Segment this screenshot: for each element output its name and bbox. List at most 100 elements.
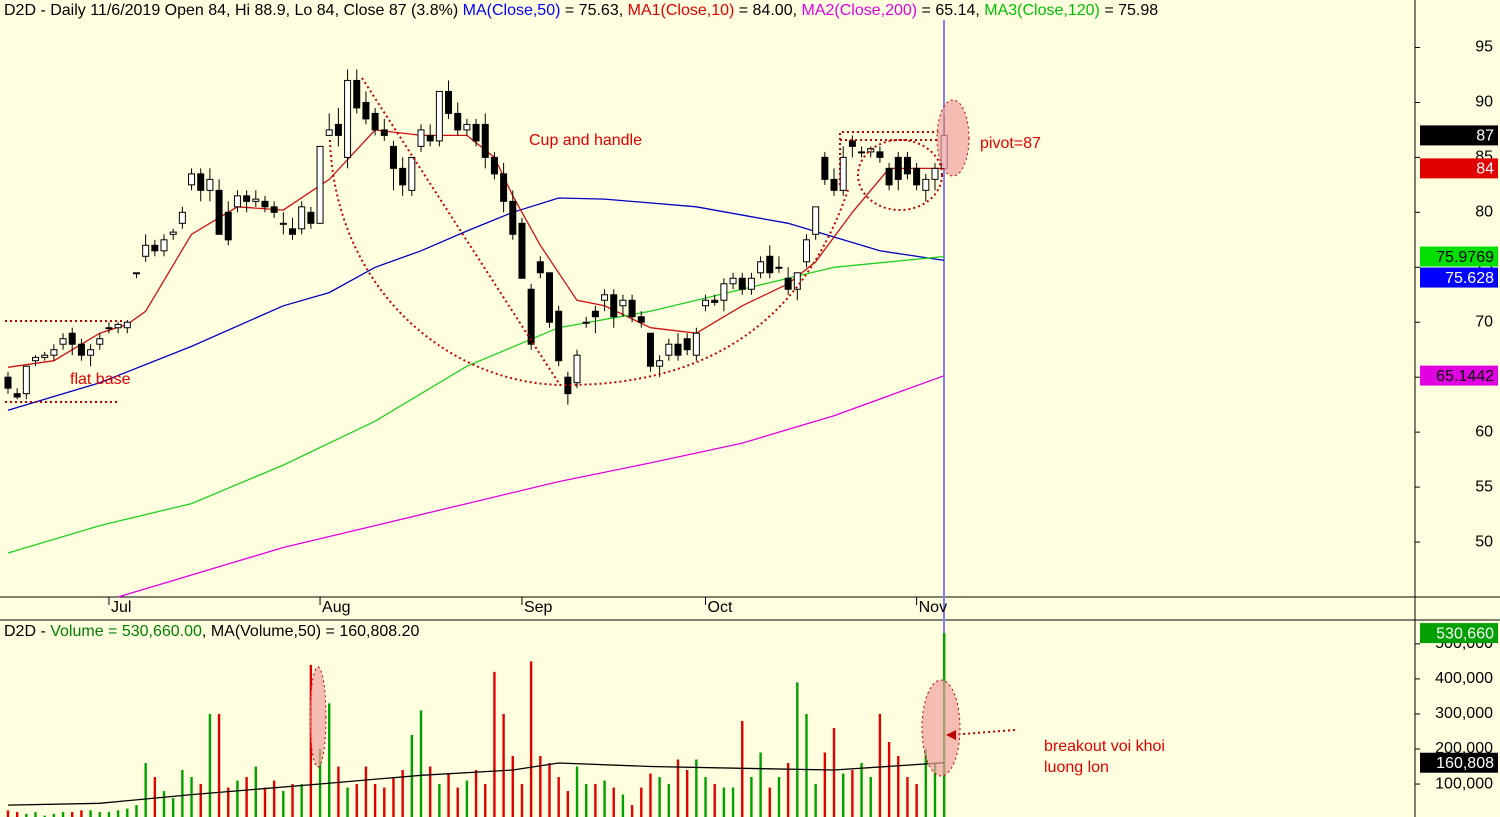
title-segment: MA3(Close,120) — [984, 2, 1100, 19]
candle-body — [380, 129, 388, 136]
candle-body — [169, 231, 177, 235]
volume-bar — [383, 787, 386, 817]
volume-bar — [474, 770, 478, 817]
candle-body — [316, 145, 324, 224]
candle-body — [178, 211, 186, 224]
volume-bar — [465, 780, 469, 817]
volume-bar — [685, 770, 689, 817]
candle-body — [417, 129, 425, 147]
volume-bar — [915, 784, 918, 817]
candle-body — [692, 332, 700, 356]
volume-bar — [254, 766, 257, 817]
y-tick-label: 95 — [1475, 39, 1493, 56]
last-value-label: 530,660 — [1436, 625, 1494, 642]
candle-body — [793, 272, 801, 290]
volume-bar — [539, 756, 542, 817]
volume-bar — [897, 756, 900, 817]
volume-bar — [190, 777, 193, 817]
candle-body — [601, 294, 609, 301]
candle-body — [298, 206, 306, 230]
volume-bar — [107, 812, 111, 817]
volume-bar — [328, 703, 331, 817]
candle-body — [536, 261, 544, 274]
x-tick-label: Sep — [524, 599, 553, 616]
volume-bar — [162, 791, 166, 817]
volume-bar — [61, 812, 65, 817]
volume-bar — [695, 759, 698, 817]
candle-body — [224, 211, 232, 241]
volume-bar — [731, 787, 735, 817]
volume-bar — [98, 812, 101, 817]
volume-bar — [630, 805, 634, 817]
candle-body — [500, 173, 508, 202]
y-tick-label: 60 — [1475, 423, 1493, 440]
volume-bar — [245, 777, 248, 817]
volume-bar — [741, 720, 744, 817]
volume-bar — [520, 784, 524, 817]
volume-bar — [217, 713, 221, 817]
candle-body — [325, 129, 333, 136]
panel-title: D2D - Volume = 530,660.00, MA(Volume,50)… — [4, 623, 419, 640]
candle-body — [683, 338, 691, 351]
candle-body — [96, 338, 104, 345]
y-tick-label: 50 — [1475, 533, 1493, 550]
title-segment: MA(Close,50) — [463, 2, 561, 19]
candle-body — [371, 112, 379, 131]
candle-body — [784, 277, 792, 290]
volume-bar — [291, 784, 294, 817]
candle-body — [656, 360, 664, 367]
volume-bar — [447, 773, 450, 817]
candle-body — [252, 198, 260, 202]
candle-body — [729, 277, 737, 285]
candle-body — [50, 349, 58, 356]
candle-body — [353, 79, 361, 109]
candle-body — [389, 145, 397, 169]
candle-body — [481, 123, 489, 158]
volume-bar — [71, 812, 74, 817]
volume-bar — [658, 777, 661, 817]
volume-bar — [89, 810, 92, 817]
volume-bar — [181, 770, 184, 817]
volume-bar — [373, 784, 377, 817]
candle-body — [747, 277, 755, 290]
title-segment: , MA(Volume,50) = 160,808.20 — [202, 623, 420, 640]
volume-bar — [144, 763, 147, 817]
volume-bar — [346, 787, 349, 817]
title-segment: MA1(Close,10) — [628, 2, 735, 19]
candle-body — [637, 316, 645, 323]
title-segment: D2D - — [4, 623, 50, 640]
volume-bar — [805, 713, 808, 817]
candle-body — [931, 167, 939, 180]
candle-body — [32, 356, 40, 362]
ma-line — [7, 255, 945, 554]
candle-body — [435, 90, 443, 142]
candle-body — [243, 195, 251, 202]
x-tick-label: Nov — [919, 599, 947, 616]
candle-body — [334, 123, 342, 136]
volume-ellipse — [921, 679, 961, 777]
last-value-label: 75.628 — [1445, 270, 1494, 287]
volume-bar — [924, 748, 928, 817]
candle-body — [87, 349, 95, 356]
volume-bar — [34, 812, 37, 817]
title-segment: = 84.00, — [734, 2, 801, 19]
volume-bar — [906, 777, 909, 817]
candle-body — [867, 148, 875, 153]
candle-body — [876, 151, 884, 158]
candle-body — [206, 178, 214, 191]
candle-body — [720, 283, 728, 301]
volume-bar — [484, 784, 487, 817]
candle-body — [913, 167, 921, 186]
volume-bar — [126, 808, 129, 817]
volume-bar — [493, 671, 496, 817]
candle-body — [160, 239, 168, 252]
volume-bar — [153, 777, 157, 817]
last-value-box — [1420, 752, 1498, 773]
volume-bar — [603, 780, 606, 817]
candle-body — [702, 299, 710, 307]
annotation: luong lon — [1044, 759, 1109, 776]
candle-body — [197, 173, 205, 191]
candle-body — [307, 211, 315, 224]
title-segment: = 65.14, — [917, 2, 984, 19]
candle-body — [279, 222, 287, 225]
